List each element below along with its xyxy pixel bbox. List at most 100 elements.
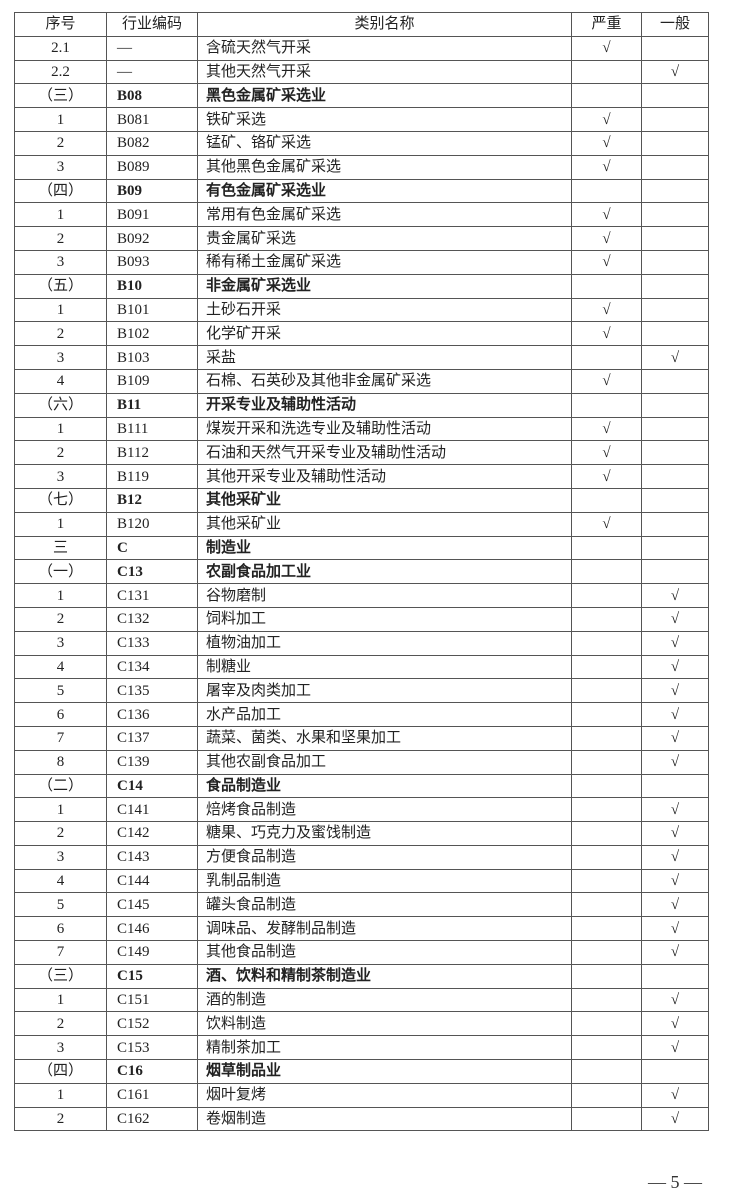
cell-seq: 5 [14,892,107,918]
cell-name: 农副食品加工业 [197,559,572,585]
cell-seq: 2 [14,1106,107,1132]
section-row: （六） B11 开采专业及辅助性活动 [14,392,709,418]
cell-name: 其他天然气开采 [197,59,572,85]
cell-seq: （七） [14,487,107,513]
cell-code: C145 [106,892,198,918]
table-row: 2 B112 石油和天然气开采专业及辅助性活动 √ [14,440,709,466]
cell-seq: （六） [14,392,107,418]
cell-seq: 2 [14,321,107,347]
cell-seq: 3 [14,630,107,656]
table-row: 5 C135 屠宰及肉类加工 √ [14,678,709,704]
cell-general: √ [641,583,709,608]
cell-general [641,130,709,156]
header-general: 一般 [641,12,709,37]
cell-seq: 6 [14,702,107,727]
cell-general: √ [641,59,709,85]
cell-name: 含硫天然气开采 [197,35,572,61]
cell-code: B12 [106,487,198,513]
cell-name: 开采专业及辅助性活动 [197,392,572,418]
cell-name: 稀有稀土金属矿采选 [197,249,572,275]
cell-general [641,107,709,132]
cell-name: 食品制造业 [197,773,572,799]
cell-seq: 4 [14,868,107,894]
cell-name: 调味品、发酵制品制造 [197,916,572,942]
cell-code: C135 [106,678,198,704]
section-row: （三） B08 黑色金属矿采选业 [14,83,709,109]
cell-seq: 三 [14,535,107,561]
cell-name: 谷物磨制 [197,583,572,608]
cell-serious: √ [571,107,642,132]
cell-serious [571,821,642,846]
cell-general [641,273,709,299]
cell-name: 酒的制造 [197,987,572,1013]
cell-code: C14 [106,773,198,799]
cell-seq: （三） [14,963,107,989]
table-row: 1 C141 焙烤食品制造 √ [14,797,709,823]
cell-serious [571,797,642,823]
cell-code: C152 [106,1011,198,1037]
cell-general [641,1059,709,1084]
table-row: 1 B111 煤炭开采和洗选专业及辅助性活动 √ [14,416,709,442]
section-row: （七） B12 其他采矿业 [14,487,709,513]
cell-serious [571,702,642,727]
cell-serious [571,749,642,775]
cell-name: 其他采矿业 [197,511,572,537]
header-serious: 严重 [571,12,642,37]
cell-seq: 3 [14,249,107,275]
cell-code: B09 [106,178,198,204]
cell-seq: 7 [14,725,107,751]
table-row: 1 B101 土砂石开采 √ [14,297,709,323]
cell-name: 烟草制品业 [197,1059,572,1084]
cell-seq: 1 [14,797,107,823]
cell-serious [571,345,642,370]
cell-name: 水产品加工 [197,702,572,727]
cell-general: √ [641,345,709,370]
table-row: 1 C151 酒的制造 √ [14,987,709,1013]
cell-code: C134 [106,654,198,680]
cell-general [641,226,709,251]
cell-seq: 1 [14,297,107,323]
cell-seq: 1 [14,583,107,608]
cell-serious [571,678,642,704]
cell-code: B091 [106,202,198,228]
table-row: 4 C134 制糖业 √ [14,654,709,680]
cell-code: C151 [106,987,198,1013]
cell-serious [571,940,642,965]
cell-name: 贵金属矿采选 [197,226,572,251]
cell-serious [571,535,642,561]
cell-serious: √ [571,154,642,180]
cell-code: C137 [106,725,198,751]
cell-name: 采盐 [197,345,572,370]
cell-code: C132 [106,606,198,632]
cell-general [641,83,709,109]
cell-name: 其他采矿业 [197,487,572,513]
cell-code: C16 [106,1059,198,1084]
cell-seq: 6 [14,916,107,942]
cell-serious [571,987,642,1013]
cell-serious: √ [571,464,642,489]
table-row: 2.2— 其他天然气开采 √ [14,59,709,85]
cell-code: B089 [106,154,198,180]
cell-name: 非金属矿采选业 [197,273,572,299]
cell-name: 黑色金属矿采选业 [197,83,572,109]
page-number: — 5 — [648,1172,702,1192]
cell-code: B119 [106,464,198,489]
cell-serious [571,273,642,299]
cell-name: 精制茶加工 [197,1035,572,1061]
cell-serious [571,1106,642,1132]
cell-code: B101 [106,297,198,323]
cell-name: 植物油加工 [197,630,572,656]
section-row: （四） C16 烟草制品业 [14,1059,709,1084]
cell-code: B102 [106,321,198,347]
table-row: 1 B120 其他采矿业 √ [14,511,709,537]
table-row: 2 C162 卷烟制造 √ [14,1106,709,1132]
cell-code: C161 [106,1082,198,1108]
cell-serious: √ [571,297,642,323]
cell-serious: √ [571,511,642,537]
table-row: 7 C149 其他食品制造 √ [14,940,709,965]
cell-serious [571,844,642,870]
cell-name: 石棉、石英砂及其他非金属矿采选 [197,368,572,394]
cell-seq: 3 [14,464,107,489]
cell-name: 饮料制造 [197,1011,572,1037]
cell-seq: 1 [14,202,107,228]
